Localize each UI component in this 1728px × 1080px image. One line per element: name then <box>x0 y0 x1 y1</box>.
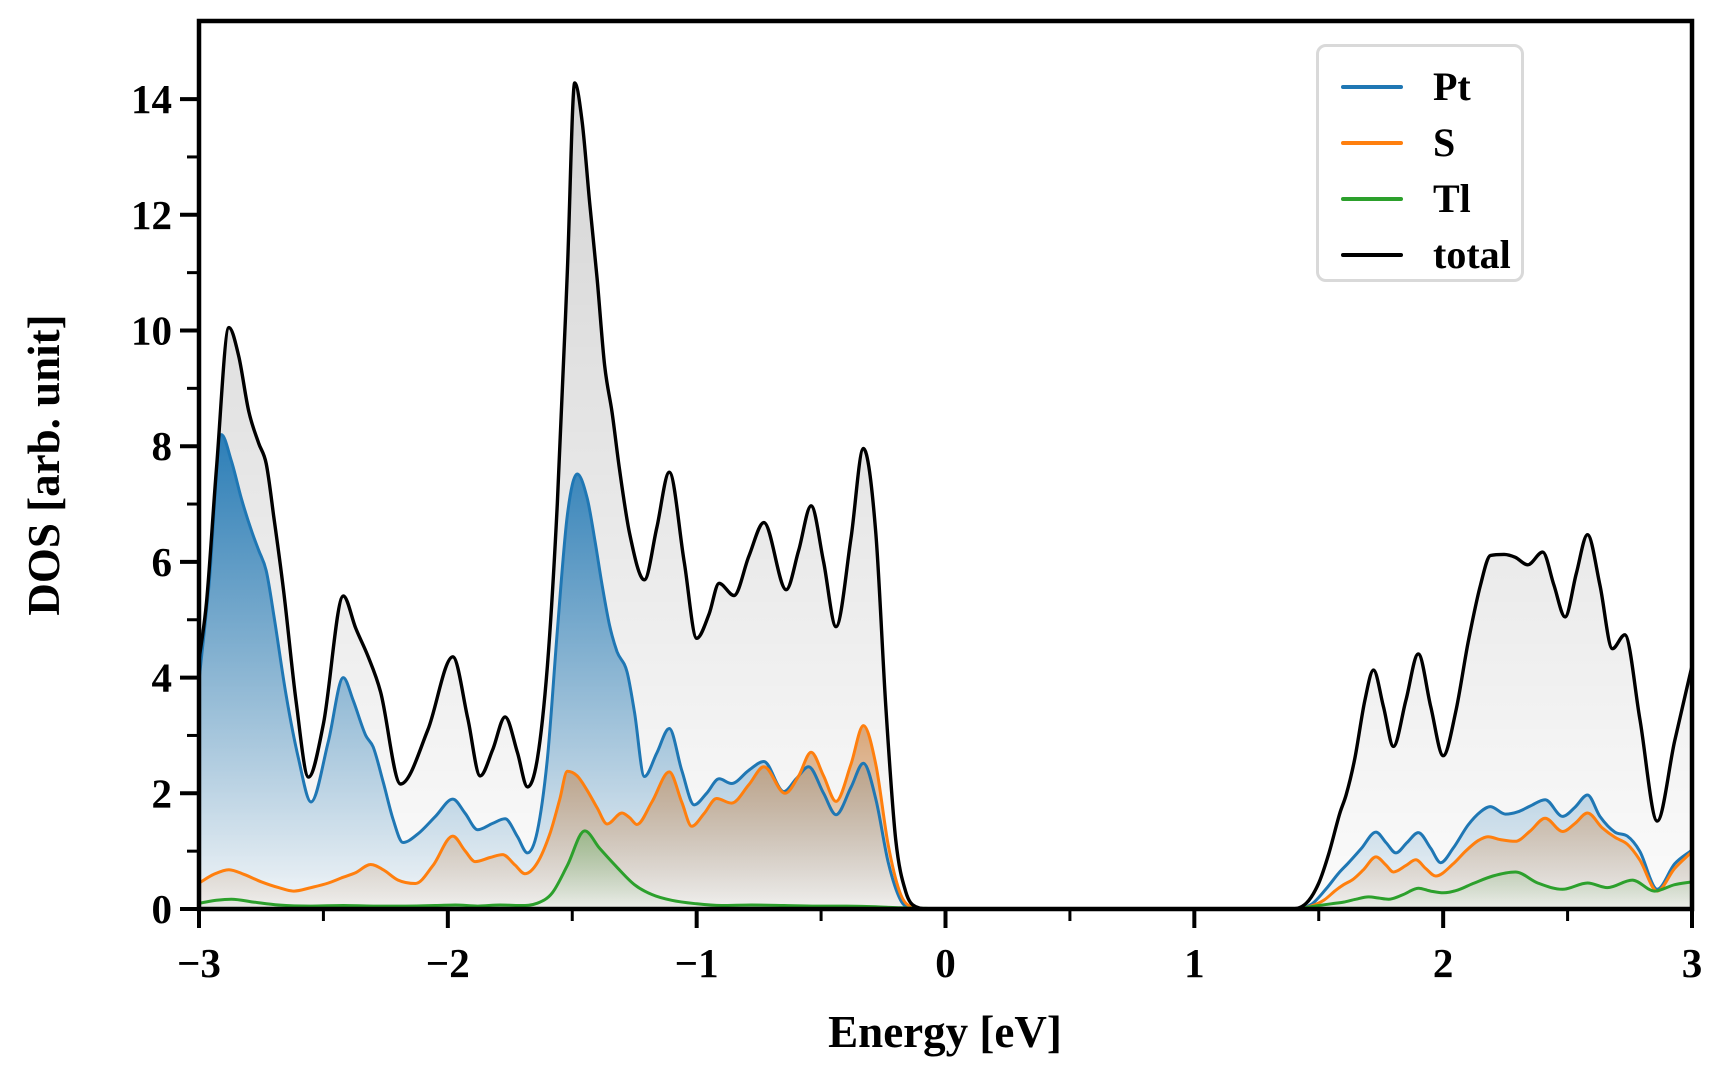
legend: Pt S Tl total <box>1316 44 1524 282</box>
curve-Pt <box>199 433 1692 909</box>
y-tick-label: 0 <box>152 886 173 932</box>
x-tick-label: −1 <box>675 940 719 986</box>
x-tick-label: −3 <box>177 940 221 986</box>
x-tick-label: 1 <box>1184 940 1205 986</box>
plot-frame <box>196 18 1695 912</box>
y-tick-label: 6 <box>152 539 173 585</box>
legend-label-total: total <box>1433 232 1511 277</box>
y-axis-label: DOS [arb. unit] <box>19 314 69 616</box>
y-tick-label: 4 <box>152 655 173 701</box>
area-fill-Tl <box>199 830 1692 909</box>
curve-S <box>199 724 1692 909</box>
legend-entry-s: S <box>1319 115 1521 171</box>
y-tick-label: 14 <box>131 76 172 122</box>
legend-entry-total: total <box>1319 227 1521 283</box>
legend-line-s-icon <box>1341 141 1403 145</box>
x-tick-label: 3 <box>1682 940 1703 986</box>
y-tick-label: 2 <box>152 770 173 816</box>
x-tick-label: 2 <box>1433 940 1454 986</box>
curve-total <box>199 81 1692 909</box>
x-axis-label: Energy [eV] <box>828 1007 1062 1057</box>
y-tick-label: 12 <box>131 192 172 238</box>
legend-entry-tl: Tl <box>1319 171 1521 227</box>
legend-line-total-icon <box>1341 253 1403 257</box>
legend-line-pt-icon <box>1341 85 1403 89</box>
y-tick-label: 8 <box>152 423 173 469</box>
x-tick-label: −2 <box>426 940 470 986</box>
x-tick-label: 0 <box>935 940 956 986</box>
legend-label-pt: Pt <box>1433 64 1471 109</box>
legend-label-tl: Tl <box>1433 176 1471 221</box>
legend-line-tl-icon <box>1341 197 1403 201</box>
legend-entry-pt: Pt <box>1319 59 1521 115</box>
y-tick-label: 10 <box>131 307 172 353</box>
legend-label-s: S <box>1433 120 1456 165</box>
